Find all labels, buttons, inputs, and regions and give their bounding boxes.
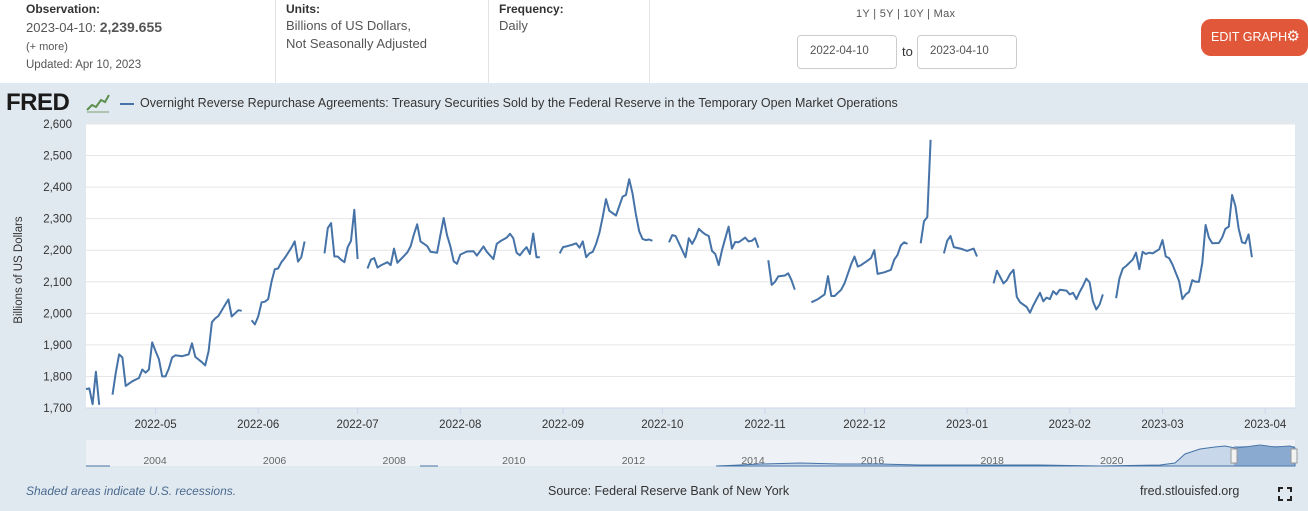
observation-value: 2,239.655: [99, 19, 163, 35]
navigator-right-handle[interactable]: [1290, 448, 1298, 464]
updated-date: Updated: Apr 10, 2023: [26, 59, 142, 71]
series-line-segment[interactable]: [810, 241, 908, 304]
header-bar: Observation: 2023-04-10: 2,239.655 (+ mo…: [0, 0, 1308, 83]
y-tick-label: 2,300: [43, 214, 72, 226]
observation-date: 2023-04-10:: [26, 20, 97, 35]
line-chart[interactable]: 1,700 1,800 1,900 2,000 2,100 2,200 2,300 2,400…: [0, 118, 1308, 476]
series-line-segment[interactable]: [111, 298, 242, 395]
series-line-segment[interactable]: [1115, 194, 1253, 301]
fred-logo-graph-icon: [86, 93, 110, 113]
x-tick-label: 2022-07: [337, 419, 379, 431]
observation-label: Observation:: [26, 2, 101, 16]
y-tick-label: 2,000: [43, 308, 72, 320]
x-tick-label: 2023-03: [1141, 419, 1183, 431]
source-note[interactable]: Source: Federal Reserve Bank of New York: [548, 484, 790, 498]
edit-graph-label: EDIT GRAPH: [1211, 30, 1288, 44]
to-label: to: [902, 44, 913, 59]
navigator-year-label: 2020: [1100, 455, 1124, 467]
series-line-segment[interactable]: [919, 139, 932, 244]
frequency-panel: Frequency: Daily: [489, 0, 650, 83]
fred-logo[interactable]: FRED: [6, 89, 70, 116]
range-max-button[interactable]: Max: [933, 8, 956, 20]
x-tick-label: 2023-02: [1049, 419, 1091, 431]
recession-note: Shaded areas indicate U.S. recessions.: [26, 484, 237, 498]
x-tick-label: 2022-11: [744, 419, 785, 431]
navigator[interactable]: 2004 2006 2008 2010 2012 2014 2016 2018 2020: [86, 440, 1298, 467]
units-panel: Units: Billions of US Dollars, Not Seaso…: [276, 0, 489, 83]
x-tick-label: 2022-06: [237, 419, 279, 431]
series-line-segment[interactable]: [85, 370, 101, 406]
frequency-label: Frequency:: [499, 2, 564, 16]
range-separator: |: [927, 8, 931, 20]
range-separator: |: [896, 8, 901, 20]
fullscreen-icon[interactable]: [1278, 487, 1292, 501]
x-tick-label: 2022-09: [542, 419, 584, 431]
x-tick-label: 2022-08: [439, 419, 481, 431]
y-tick-label: 2,200: [43, 245, 72, 257]
y-tick-label: 2,500: [43, 151, 72, 163]
x-tick-label: 2022-05: [134, 419, 176, 431]
edit-graph-button[interactable]: EDIT GRAPH ⚙: [1201, 19, 1308, 56]
y-tick-label: 2,400: [43, 182, 72, 194]
observation-panel: Observation: 2023-04-10: 2,239.655 (+ mo…: [0, 0, 276, 83]
range-10y-button[interactable]: 10Y: [903, 8, 924, 20]
x-tick-label: 2023-01: [946, 419, 988, 431]
units-line-2: Not Seasonally Adjusted: [286, 36, 427, 51]
range-5y-button[interactable]: 5Y: [879, 8, 894, 20]
series-line-segment[interactable]: [668, 225, 760, 267]
navigator-year-label: 2018: [981, 455, 1005, 467]
series-line-segment[interactable]: [767, 260, 796, 291]
site-link[interactable]: fred.stlouisfed.org: [1140, 484, 1240, 498]
series-line-segment[interactable]: [992, 268, 1104, 314]
series-line-segment[interactable]: [323, 208, 359, 264]
y-tick-label: 2,100: [43, 277, 72, 289]
navigator-year-label: 2006: [263, 455, 287, 467]
more-observations-link[interactable]: (+ more): [26, 41, 68, 53]
frequency-value: Daily: [499, 18, 528, 33]
navigator-left-handle[interactable]: [1230, 448, 1238, 464]
start-date-input[interactable]: 2022-04-10: [797, 35, 897, 69]
y-axis-label: Billions of US Dollars: [13, 216, 25, 324]
y-tick-label: 2,600: [43, 119, 72, 131]
series-title: Overnight Reverse Repurchase Agreements:…: [140, 96, 898, 110]
y-tick-label: 1,900: [43, 340, 72, 352]
range-selector: 1Y | 5Y | 10Y | Max: [856, 8, 955, 20]
x-tick-label: 2022-12: [843, 419, 885, 431]
series-line-segment[interactable]: [366, 217, 540, 269]
x-tick-label: 2022-10: [641, 419, 683, 431]
y-tick-label: 1,700: [43, 403, 72, 415]
navigator-year-label: 2004: [143, 455, 167, 467]
legend-line-swatch: [120, 103, 134, 105]
plot-area: [86, 124, 1295, 408]
y-tick-label: 1,800: [43, 371, 72, 383]
gear-icon: ⚙: [1286, 28, 1300, 45]
navigator-year-label: 2010: [502, 455, 526, 467]
x-tick-label: 2023-04: [1244, 419, 1287, 431]
range-separator: |: [873, 8, 877, 20]
end-date-input[interactable]: 2023-04-10: [917, 35, 1017, 69]
units-label: Units:: [286, 2, 320, 16]
range-1y-button[interactable]: 1Y: [856, 8, 870, 20]
navigator-selection[interactable]: [1234, 446, 1295, 466]
units-line-1: Billions of US Dollars,: [286, 18, 411, 33]
navigator-year-label: 2012: [622, 455, 646, 467]
series-line-segment[interactable]: [250, 240, 306, 326]
navigator-track: [86, 440, 1295, 466]
navigator-year-label: 2008: [383, 455, 407, 467]
series-line-segment[interactable]: [942, 235, 978, 257]
series-line-segment[interactable]: [558, 178, 653, 259]
